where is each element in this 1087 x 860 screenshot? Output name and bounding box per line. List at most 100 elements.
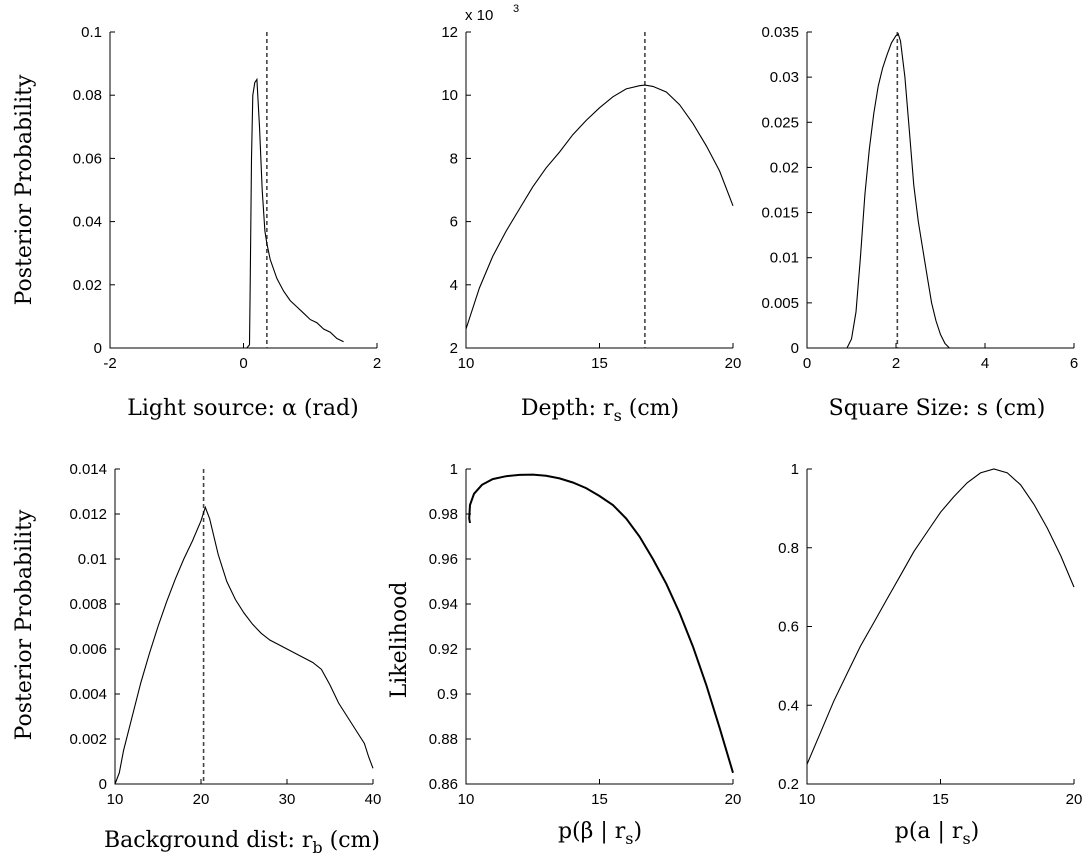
axes-frame <box>465 32 733 349</box>
xlabel-unit: (cm) <box>622 396 679 421</box>
x-tick-label: 15 <box>932 791 949 808</box>
series-line <box>246 77 344 349</box>
marks-layer: 0 2 4 6 0 0.005 0.01 0.015 0.02 0.025 0.03 0.035 <box>761 24 1078 372</box>
series-line <box>846 32 950 349</box>
y-tick-label: 0.98 <box>429 506 458 523</box>
y-tick-label: 0.015 <box>761 205 799 222</box>
xlabel-unit: (cm) <box>323 828 380 853</box>
x-tick-label: 20 <box>193 791 210 808</box>
xlabel-text: Background dist: r <box>104 828 313 853</box>
xlabel-subscript: s <box>962 829 970 848</box>
xlabel-text: p(a | r <box>895 819 963 844</box>
panel-p-a-given-rs: 10 15 20 0.2 0.4 0.6 0.8 1 p(a | rs) <box>778 461 1082 848</box>
xlabel-text: Depth: r <box>521 396 614 421</box>
x-tick-label: 0 <box>803 355 811 372</box>
y-tick-label: 0.96 <box>429 551 458 568</box>
y-tick-label: 0.8 <box>778 540 799 557</box>
y-tick-label: 0 <box>94 340 102 357</box>
x-tick-label: 4 <box>981 355 989 372</box>
y-tick-label: 0.01 <box>78 551 107 568</box>
x-tick-label: 20 <box>725 791 742 808</box>
xlabel-unit: ) <box>971 819 980 844</box>
x-tick-label: 2 <box>373 355 381 372</box>
xlabel: Light source: α (rad) <box>127 396 358 421</box>
y-tick-label: 12 <box>441 24 458 41</box>
xlabel-subscript: b <box>312 838 322 857</box>
y-tick-label: 0.005 <box>761 295 799 312</box>
axes-frame <box>806 469 1074 785</box>
ylabel: Posterior Probability <box>12 74 37 305</box>
panel-light-source: -2 0 200.020.040.060.080.1 Posterior Proba… <box>12 24 381 421</box>
y-tick-label: 0.94 <box>429 596 458 613</box>
marks-layer: -2 0 200.020.040.060.080.1 <box>73 24 381 372</box>
ylabel: Posterior Probability <box>12 509 37 740</box>
x-tick-label: -2 <box>103 355 116 372</box>
y-tick-label: 4 <box>450 277 458 294</box>
xlabel: p(a | rs) <box>895 819 980 848</box>
xlabel-subscript: s <box>625 829 633 848</box>
panel-square-size: 0 2 4 6 0 0.005 0.01 0.015 0.02 0.025 0.03 0.035 Sq… <box>761 24 1078 421</box>
axes-frame <box>109 32 377 349</box>
y-tick-label: 6 <box>450 214 458 231</box>
marks-layer: 10 15 20 2 4 6 8 10 12 <box>441 24 741 372</box>
y-tick-label: 0.02 <box>770 159 799 176</box>
x-tick-label: 2 <box>892 355 900 372</box>
y-tick-label: 0.035 <box>761 24 799 41</box>
xlabel: Depth: rs (cm) <box>521 396 679 425</box>
y-tick-label: 0.008 <box>69 596 107 613</box>
y-tick-label: 10 <box>441 87 458 104</box>
x-tick-label: 10 <box>458 791 475 808</box>
xlabel-subscript: s <box>614 406 622 425</box>
axes-frame <box>806 32 1074 349</box>
y-tick-label: 0 <box>791 340 799 357</box>
x-tick-label: 6 <box>1070 355 1078 372</box>
series-line <box>806 468 1075 765</box>
x-tick-label: 30 <box>279 791 296 808</box>
y-tick-label: 8 <box>450 150 458 167</box>
marks-layer: 10 15 20 0.2 0.4 0.6 0.8 1 <box>778 461 1082 808</box>
y-tick-label: 0.86 <box>429 776 458 793</box>
x-tick-label: 20 <box>1066 791 1083 808</box>
y-tick-label: 0.01 <box>770 250 799 267</box>
y-tick-label: 0.88 <box>429 731 458 748</box>
y-tick-label: 1 <box>450 461 458 478</box>
xlabel-text: p(β | r <box>558 819 626 844</box>
xlabel: Background dist: rb (cm) <box>104 828 380 857</box>
y-tick-label: 0.06 <box>73 150 102 167</box>
y-tick-label: 0.006 <box>69 641 107 658</box>
panel-depth: 10 15 20 2 4 6 8 10 12 x 10 3 Depth: rs (cm) <box>441 3 741 425</box>
x-tick-label: 15 <box>591 355 608 372</box>
axes-frame <box>465 469 733 785</box>
series-line <box>465 84 734 330</box>
x-tick-label: 10 <box>458 355 475 372</box>
y-tick-label: 2 <box>450 340 458 357</box>
y-tick-label: 0.012 <box>69 506 107 523</box>
marks-layer: 10 20 30 40 0 0.002 0.004 0.006 0.008 0.01 0.012 0.… <box>69 461 381 808</box>
y-tick-label: 0.04 <box>73 214 102 231</box>
y-tick-label: 0.1 <box>81 24 102 41</box>
x-tick-label: 40 <box>365 791 382 808</box>
y-tick-label: 0.6 <box>778 619 799 636</box>
y-tick-label: 0.002 <box>69 731 107 748</box>
x-tick-label: 20 <box>725 355 742 372</box>
y-tick-label: 1 <box>791 461 799 478</box>
y-tick-label: 0.4 <box>778 697 799 714</box>
y-tick-label: 0.02 <box>73 277 102 294</box>
y-tick-label: 0 <box>99 776 107 793</box>
panel-likelihood: 10 15 20 0.86 0.88 0.9 0.92 0.94 0.96 0.98 1 Likel… <box>387 461 741 848</box>
y-tick-label: 0.2 <box>778 776 799 793</box>
x-tick-label: 10 <box>107 791 124 808</box>
y-tick-label: 0.92 <box>429 641 458 658</box>
y-multiplier-exponent: 3 <box>513 3 519 15</box>
panel-background-dist: 10 20 30 40 0 0.002 0.004 0.006 0.008 0.01 0.012 0.… <box>12 461 381 857</box>
ylabel: Likelihood <box>387 582 412 699</box>
y-tick-label: 0.03 <box>770 69 799 86</box>
x-tick-label: 10 <box>799 791 816 808</box>
axes-frame <box>114 469 373 785</box>
y-tick-label: 0.014 <box>69 461 107 478</box>
x-tick-label: 15 <box>591 791 608 808</box>
y-tick-label: 0.004 <box>69 686 107 703</box>
xlabel: p(β | rs) <box>558 819 642 848</box>
y-tick-label: 0.9 <box>437 686 458 703</box>
